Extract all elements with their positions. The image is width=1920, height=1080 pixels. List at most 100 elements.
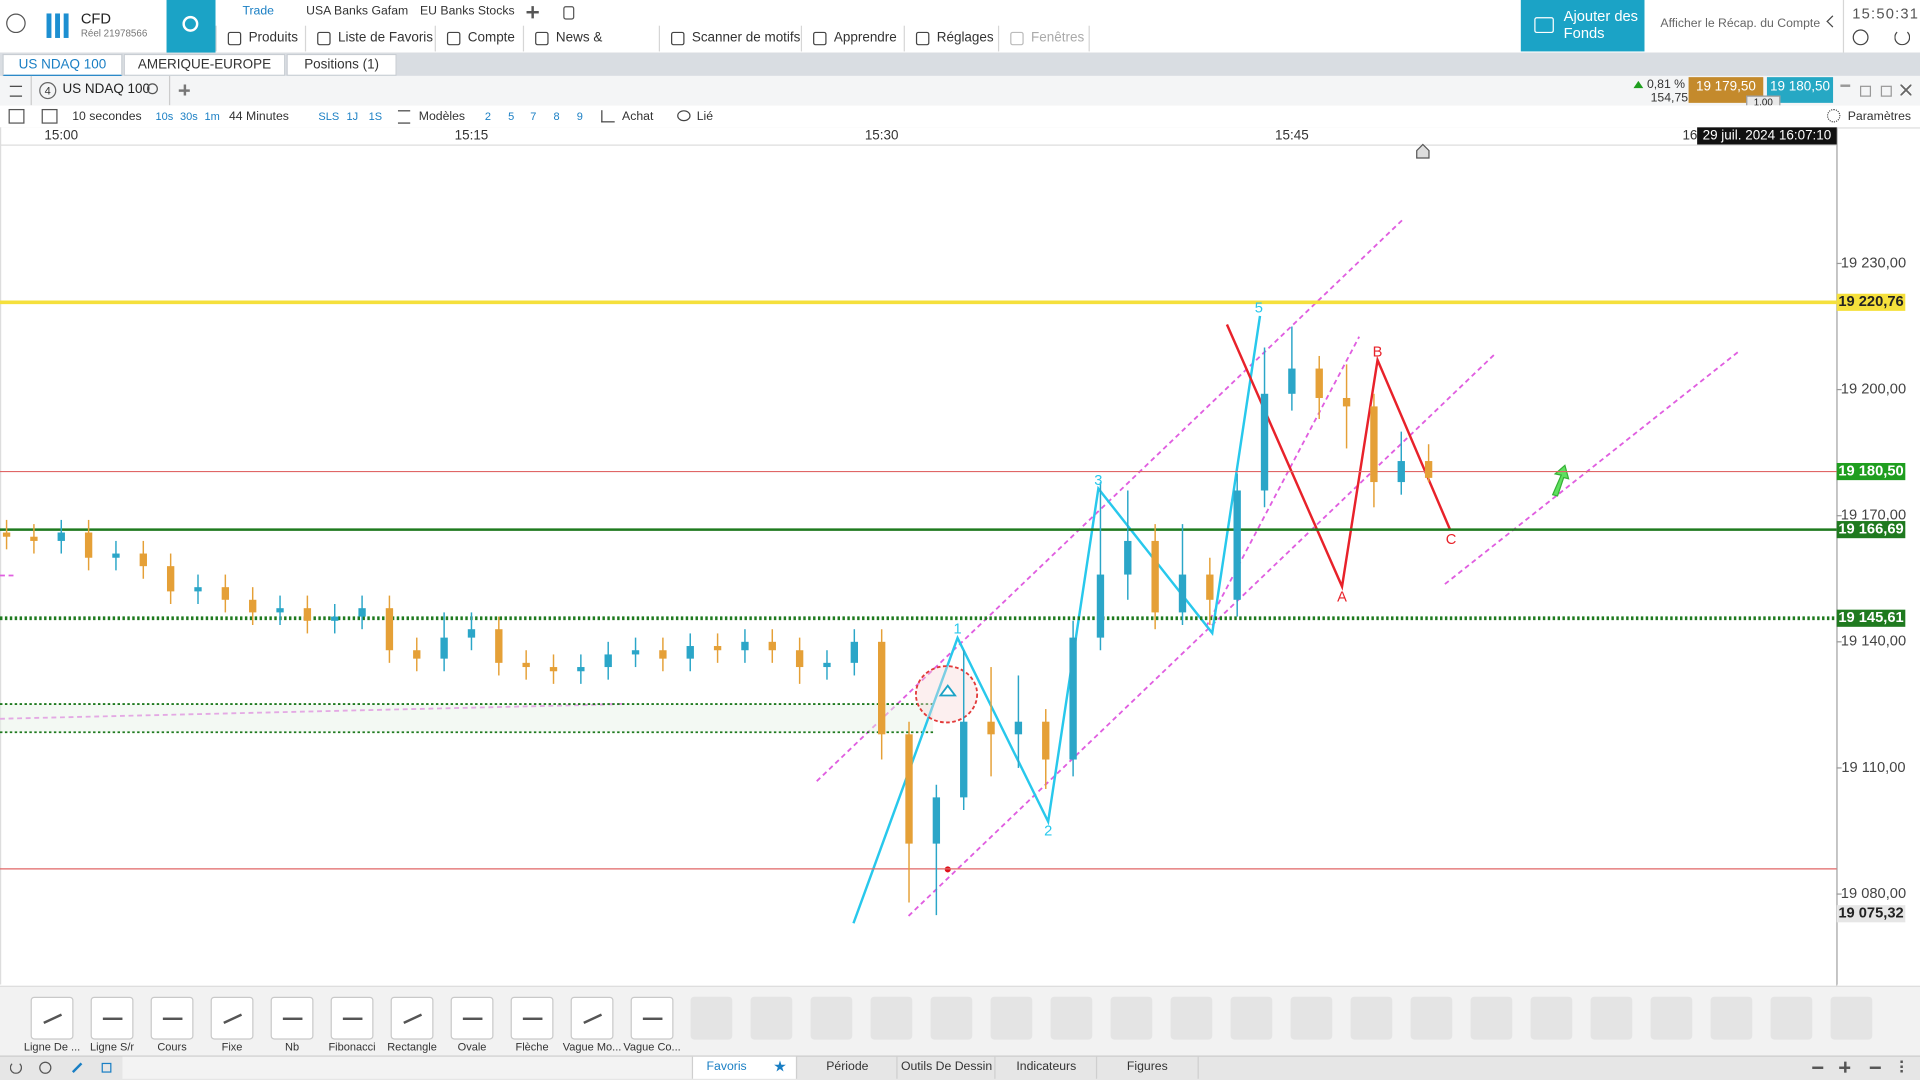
tool-slot <box>1590 996 1633 1040</box>
tool-button[interactable] <box>630 996 674 1040</box>
tool-label[interactable]: Fixe <box>221 1040 243 1054</box>
trend-dashed <box>1444 350 1740 585</box>
number-option[interactable]: 8 <box>553 110 560 123</box>
tool-label[interactable]: Fibonacci <box>328 1040 376 1054</box>
linked[interactable]: Lié <box>696 110 714 124</box>
power-button[interactable] <box>1894 29 1911 46</box>
account-summary[interactable]: Afficher le Récap. du Compte <box>1660 17 1821 31</box>
tool-label[interactable]: Ligne S/r <box>89 1040 135 1054</box>
add-instrument[interactable] <box>183 84 186 96</box>
tool-slot <box>1470 996 1513 1040</box>
refresh-icon[interactable] <box>9 1061 23 1074</box>
level-label-bg <box>1836 905 1906 923</box>
tool-slot <box>1170 996 1213 1040</box>
bottom-tab[interactable]: Indicateurs <box>994 1056 1097 1079</box>
interval-option[interactable]: 30s <box>180 110 198 123</box>
tool-label[interactable]: Cours <box>157 1040 187 1054</box>
bottom-tab[interactable]: Favoris <box>691 1056 796 1079</box>
number-option[interactable]: 5 <box>508 110 515 123</box>
zoom-in[interactable] <box>1844 1061 1846 1073</box>
tool-button[interactable] <box>450 996 494 1040</box>
tool-slot <box>930 996 973 1040</box>
window-icon[interactable] <box>1880 85 1892 97</box>
workspace-tab[interactable]: AMERIQUE-EUROPE <box>123 53 286 76</box>
candle-body <box>960 721 968 798</box>
impulse-wave <box>852 315 1262 924</box>
bottom-tab[interactable]: Période <box>795 1056 898 1079</box>
menu-item[interactable]: Liste de Favoris <box>304 25 435 52</box>
range-option[interactable]: 1S <box>368 110 383 123</box>
span[interactable]: 44 Minutes <box>228 110 289 124</box>
search-icon[interactable] <box>146 83 158 95</box>
tool-slot <box>1350 996 1393 1040</box>
bottom-tab[interactable]: Figures <box>1095 1056 1199 1079</box>
settings[interactable]: Paramètres <box>1847 110 1912 124</box>
tab-icon[interactable] <box>563 6 575 20</box>
tool-button[interactable] <box>30 996 74 1040</box>
fund-button[interactable]: Ajouter des Fonds <box>1520 0 1645 52</box>
tab[interactable]: EU Banks Stocks <box>420 4 515 19</box>
tool-label[interactable]: Nb <box>284 1040 300 1054</box>
wallet-icon <box>1534 17 1554 34</box>
number-option[interactable]: 2 <box>484 110 492 123</box>
menu-label: Fenêtres <box>1031 30 1085 46</box>
more[interactable] <box>1900 1060 1903 1074</box>
window-icon[interactable] <box>1860 85 1872 97</box>
tool-label[interactable]: Vague Co... <box>623 1040 681 1054</box>
zoom-out[interactable] <box>1812 1066 1824 1069</box>
instrument-name[interactable]: US NDAQ 100 <box>62 82 151 97</box>
buy-mode[interactable]: Achat <box>622 110 654 124</box>
grid-icon[interactable] <box>41 108 58 124</box>
tool-button[interactable] <box>510 996 554 1040</box>
tool-label[interactable]: Flèche <box>515 1040 549 1054</box>
range-option[interactable]: SLS <box>318 110 340 123</box>
tool-label[interactable]: Ovale <box>457 1040 487 1054</box>
candle-body <box>1014 721 1023 735</box>
window-icon[interactable] <box>1840 84 1851 87</box>
menu-item[interactable]: Scanner de motifs <box>658 25 801 52</box>
user-icon[interactable] <box>6 13 26 34</box>
tool-button[interactable] <box>150 996 194 1040</box>
tool-button[interactable] <box>570 996 614 1040</box>
number-option[interactable]: 9 <box>576 110 583 123</box>
close-icon[interactable] <box>1900 84 1912 96</box>
tool-label[interactable]: Vague Mo... <box>562 1040 622 1054</box>
expand[interactable] <box>1869 1066 1881 1069</box>
menu-item[interactable]: Compte <box>434 25 523 52</box>
interval-option[interactable]: 10s <box>155 110 174 123</box>
search-button[interactable] <box>166 0 216 53</box>
number-option[interactable]: 7 <box>530 110 537 123</box>
block-icon[interactable] <box>39 1061 52 1074</box>
tool-button[interactable] <box>330 996 374 1040</box>
magnet-icon[interactable] <box>101 1062 112 1073</box>
models[interactable]: Modèles <box>418 110 466 124</box>
candle-body <box>331 616 339 621</box>
tool-button[interactable] <box>210 996 254 1040</box>
menu-item[interactable]: Réglages <box>903 25 998 52</box>
interval[interactable]: 10 secondes <box>72 110 142 124</box>
tool-label[interactable]: Rectangle <box>387 1040 437 1054</box>
candle-body <box>139 553 147 567</box>
tool-icon <box>522 1017 543 1020</box>
tab[interactable]: USA Banks Gafam <box>306 4 409 19</box>
candle-body <box>932 797 941 844</box>
tab[interactable]: Trade <box>242 4 274 19</box>
tool-label[interactable]: Ligne De ... <box>23 1040 81 1054</box>
link-icon <box>677 110 691 122</box>
menu-icon[interactable] <box>9 85 23 97</box>
candle-body <box>1342 397 1351 407</box>
bottom-tab[interactable]: Outils De Dessin <box>896 1056 995 1079</box>
menu-item[interactable]: Apprendre <box>800 25 904 52</box>
info-button[interactable] <box>1852 29 1869 46</box>
range-option[interactable]: 1J <box>346 110 359 123</box>
add-tab[interactable] <box>531 6 534 19</box>
workspace-tab[interactable]: Positions (1) <box>286 53 397 76</box>
menu-item[interactable]: Produits <box>215 25 305 52</box>
tool-button[interactable] <box>390 996 434 1040</box>
tool-button[interactable] <box>90 996 134 1040</box>
interval-option[interactable]: 1m <box>204 110 220 123</box>
trend-dashed <box>1205 336 1360 628</box>
x-tick-label: 15:15 <box>455 127 489 142</box>
tool-button[interactable] <box>270 996 314 1040</box>
list-icon[interactable] <box>8 108 25 124</box>
